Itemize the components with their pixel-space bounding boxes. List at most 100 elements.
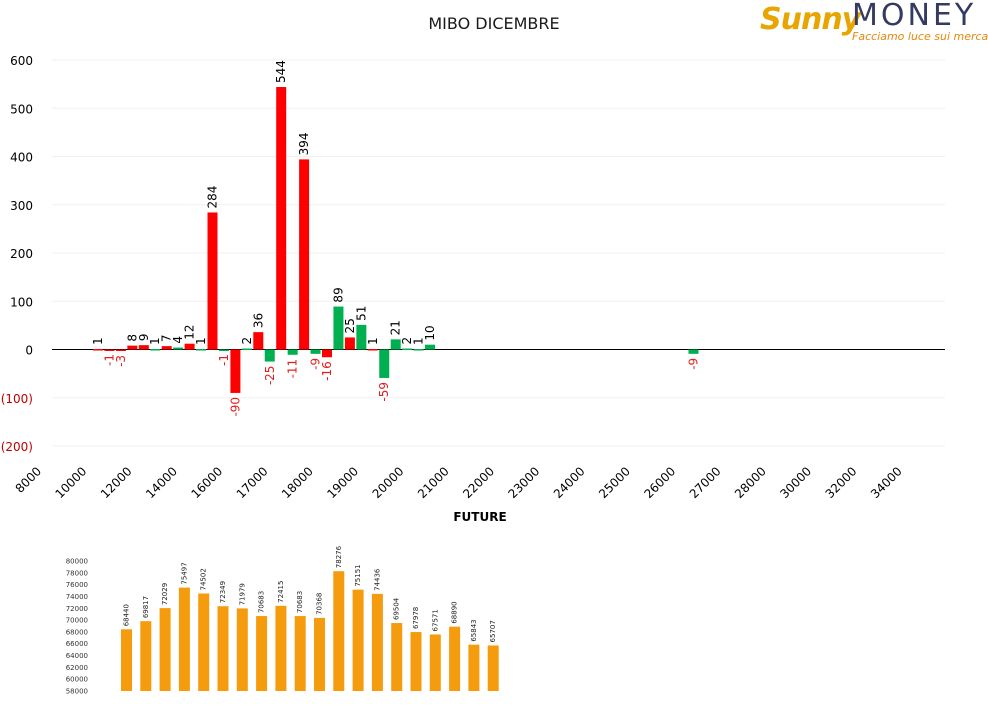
bar-data-label: -16: [320, 361, 334, 381]
bar-data-label: -59: [377, 382, 391, 402]
x-tick-label: 25000: [596, 464, 633, 501]
bar: [161, 346, 172, 350]
bar-data-label: -25: [263, 366, 277, 386]
x-tick-label: 10000: [53, 464, 90, 501]
future-bar: [487, 645, 499, 691]
x-tick-label: 27000: [687, 464, 724, 501]
bar: [230, 349, 241, 393]
bar: [310, 349, 321, 354]
y-tick-label: 600: [10, 54, 33, 68]
y-tick-label: 0: [25, 344, 33, 358]
bar: [196, 349, 207, 351]
future-bar-data-label: 78276: [335, 545, 343, 568]
x-tick-label: 19000: [324, 464, 361, 501]
bar: [138, 345, 149, 350]
bar: [287, 349, 298, 355]
future-bar: [275, 605, 287, 691]
bar-data-label: 4: [171, 336, 185, 344]
future-bar: [198, 593, 210, 691]
x-tick-label: 32000: [823, 464, 860, 501]
future-bar: [178, 587, 190, 691]
future-bar: [333, 571, 345, 691]
bar: [402, 348, 413, 351]
bar-data-label: -9: [309, 358, 323, 370]
y-tick-label: 200: [10, 247, 33, 261]
main-chart-title: MIBO DICEMBRE: [428, 14, 560, 33]
future-bar-data-label: 69817: [142, 596, 150, 618]
future-bar-data-label: 71979: [238, 583, 246, 605]
bar-data-label: -1: [217, 354, 231, 366]
y-tick-label: 500: [10, 102, 33, 116]
x-tick-label: 18000: [279, 464, 316, 501]
bar: [104, 349, 115, 351]
bar: [322, 349, 332, 358]
bar: [173, 347, 184, 350]
bar-data-label: 7: [160, 334, 174, 342]
future-bar: [410, 632, 422, 691]
bar-data-label: 1: [412, 337, 426, 345]
future-y-tick-label: 60000: [66, 676, 88, 684]
x-tick-label: 28000: [732, 464, 769, 501]
bar: [413, 349, 424, 351]
future-y-tick-label: 78000: [66, 569, 88, 577]
future-bar: [449, 626, 461, 691]
bar-data-label: 1: [194, 337, 208, 345]
bar-data-label: 9: [137, 334, 151, 342]
future-bar: [256, 616, 268, 691]
future-bar-data-label: 74436: [373, 568, 381, 591]
future-chart-title: FUTURE: [453, 510, 507, 524]
bar-data-label: -3: [114, 355, 128, 367]
bar: [218, 349, 229, 351]
future-y-tick-label: 70000: [66, 617, 88, 625]
bar-data-label: 51: [354, 306, 368, 321]
future-bar-data-label: 70368: [316, 593, 324, 615]
bar: [115, 349, 126, 351]
future-bar-data-label: 75151: [354, 564, 362, 586]
future-bar: [391, 623, 403, 691]
bar: [264, 349, 275, 362]
future-y-tick-label: 64000: [66, 652, 88, 660]
bar-data-label: 2: [240, 337, 254, 345]
future-bar: [159, 608, 171, 691]
bar-data-label: 36: [251, 313, 265, 328]
future-y-tick-label: 72000: [66, 605, 88, 613]
bar: [207, 212, 218, 350]
future-bar-data-label: 72029: [161, 583, 169, 605]
bar: [379, 349, 390, 378]
bar: [127, 345, 138, 350]
future-bar-data-label: 72349: [219, 581, 227, 603]
logo-tagline: Facciamo luce sui mercati: [852, 30, 988, 43]
bar: [367, 349, 378, 351]
x-tick-label: 23000: [506, 464, 543, 501]
x-tick-label: 26000: [641, 464, 678, 501]
bar-data-label: -9: [687, 358, 701, 370]
future-y-tick-label: 76000: [66, 581, 88, 589]
bar: [93, 349, 103, 351]
y-tick-label: 400: [10, 151, 33, 165]
bar-data-label: -11: [286, 359, 300, 379]
future-bar-data-label: 70683: [296, 591, 304, 613]
bar-data-label: 1: [148, 337, 162, 345]
bar: [299, 159, 310, 350]
bar-data-label: 89: [331, 287, 345, 302]
future-bar: [371, 593, 383, 691]
future-bar: [352, 589, 364, 691]
future-bar-data-label: 68440: [123, 604, 131, 626]
bar: [253, 332, 264, 350]
bar: [425, 344, 436, 350]
bar: [390, 339, 401, 350]
x-tick-label: 21000: [415, 464, 452, 501]
future-y-tick-label: 80000: [66, 558, 88, 566]
x-tick-label: 20000: [370, 464, 407, 501]
bar-data-label: -1: [102, 354, 116, 366]
x-tick-label: 30000: [777, 464, 814, 501]
future-bar-data-label: 70683: [258, 591, 266, 613]
future-bar-data-label: 74502: [200, 568, 208, 590]
future-bar: [121, 629, 132, 691]
future-bar-data-label: 72415: [277, 581, 285, 603]
logo-money-text: MONEY: [852, 0, 977, 33]
x-tick-label: 17000: [234, 464, 271, 501]
future-bar-data-label: 68890: [451, 601, 459, 623]
bar: [333, 306, 344, 350]
